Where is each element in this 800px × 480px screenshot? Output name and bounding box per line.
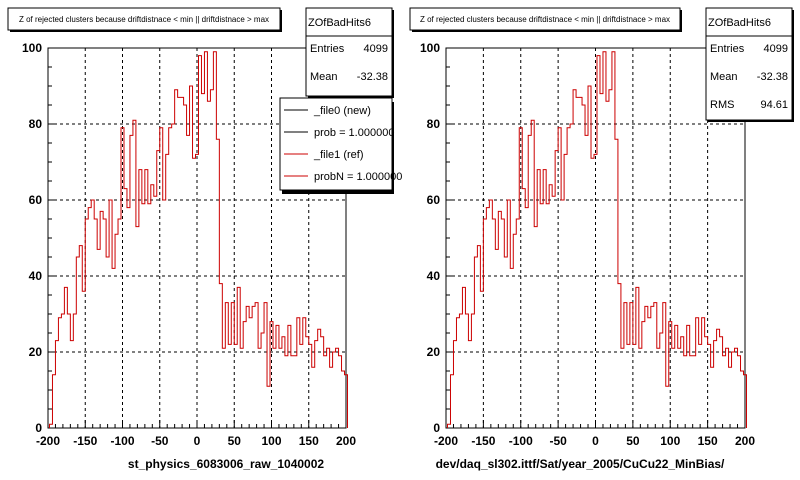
y-tick-label: 20 [427,345,441,359]
y-tick-label: 100 [420,41,440,55]
stats-rms-label: RMS [710,99,734,111]
x-tick-label: -150 [471,434,495,448]
x-tick-label: 0 [194,434,201,448]
stats-entries-label: Entries [310,43,345,55]
stats-rms-value: 94.61 [760,99,788,111]
stats-box [705,7,793,121]
y-tick-label: 40 [29,269,43,283]
x-tick-label: -200 [434,434,458,448]
x-tick-label: -100 [110,434,134,448]
legend-entry: _file1 (ref) [313,149,364,161]
histogram-series-ref [48,51,348,428]
y-tick-label: 0 [433,421,440,435]
y-tick-label: 100 [22,41,42,55]
y-tick-label: 60 [427,193,441,207]
stats-name: ZOfBadHits6 [708,17,771,29]
y-tick-label: 80 [427,117,441,131]
x-tick-label: -50 [151,434,169,448]
stats-mean-label: Mean [310,71,338,83]
x-tick-label: 200 [735,434,755,448]
stats-box [305,7,393,97]
x-tick-label: -200 [36,434,60,448]
x-tick-label: 150 [299,434,319,448]
x-axis-label: dev/daq_sl302.ittf/Sat/year_2005/CuCu22_… [436,457,725,471]
x-axis-label: st_physics_6083006_raw_1040002 [128,457,324,471]
x-tick-label: 100 [261,434,281,448]
title-box [7,7,281,31]
legend-entry: _file0 (new) [313,105,371,117]
stats-name: ZOfBadHits6 [308,17,371,29]
stats-entries-label: Entries [710,43,745,55]
chart-panel-1: -200 -150 -100 -50 0 50 100 150 200 0 20 40 60 80 100 Z… [7,7,402,471]
histogram-series-ref [446,51,747,428]
x-tick-label: 200 [336,434,356,448]
x-tick-label: 0 [592,434,599,448]
legend-entry: prob = 1.000000 [314,127,394,139]
y-tick-label: 20 [29,345,43,359]
x-tick-label: 100 [660,434,680,448]
title-box [409,7,681,31]
legend-box [279,97,393,191]
x-tick-label: 50 [228,434,242,448]
chart-panel-2: -200 -150 -100 -50 0 50 100 150 200 0 20 40 60 80 100 Z… [409,7,794,471]
x-tick-label: -150 [73,434,97,448]
legend-entry: probN = 1.000000 [314,171,402,183]
x-tick-label: -100 [509,434,533,448]
y-tick-label: 80 [29,117,43,131]
stats-mean-value: -32.38 [757,71,788,83]
chart-title: Z of rejected clusters because driftdist… [19,15,269,24]
x-tick-label: -50 [549,434,567,448]
y-tick-label: 40 [427,269,441,283]
y-tick-label: 0 [35,421,42,435]
x-tick-label: 150 [698,434,718,448]
stats-entries-value: 4099 [364,43,388,55]
stats-mean-value: -32.38 [357,71,388,83]
stats-mean-label: Mean [710,71,738,83]
x-tick-label: 50 [626,434,640,448]
stats-entries-value: 4099 [764,43,788,55]
chart-title: Z of rejected clusters because driftdist… [420,15,670,24]
y-tick-label: 60 [29,193,43,207]
